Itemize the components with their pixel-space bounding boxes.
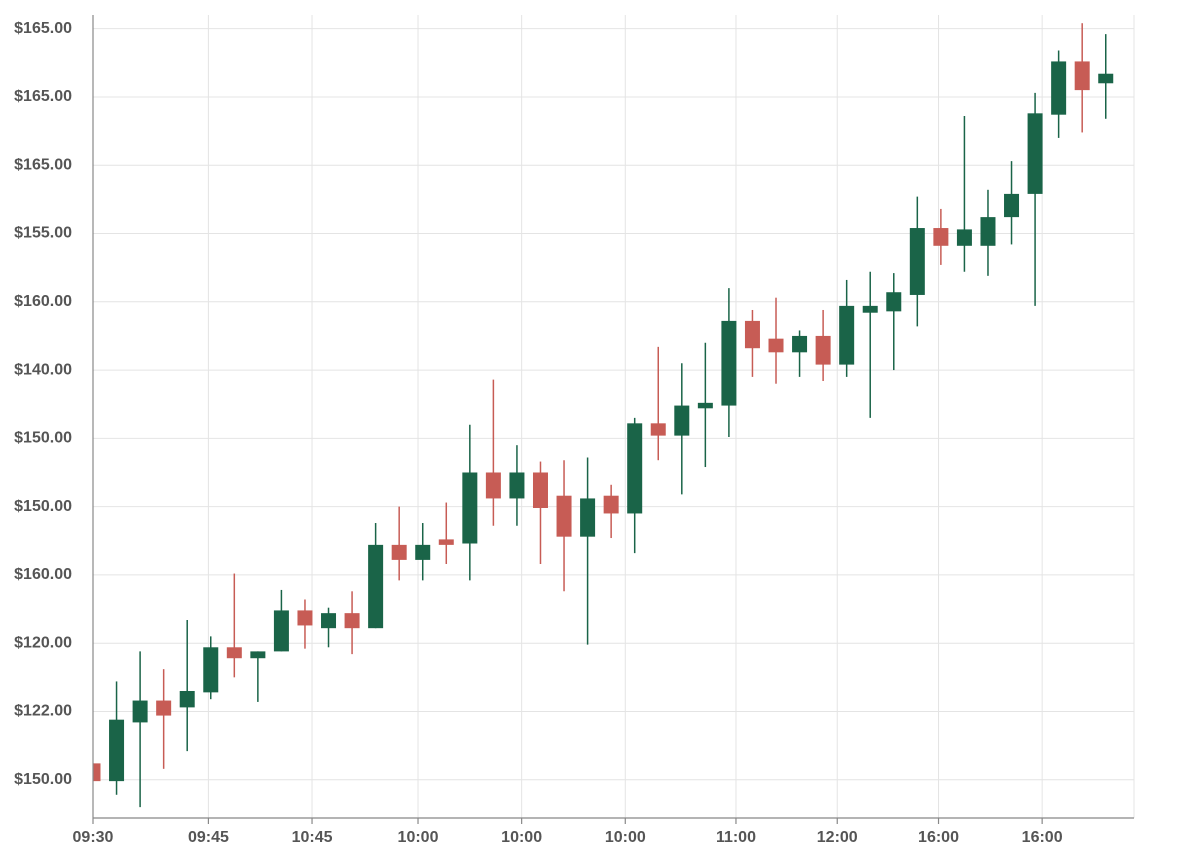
candle-body	[415, 544, 431, 560]
candle-body	[226, 647, 242, 659]
x-tick-label: 11:00	[716, 829, 756, 846]
x-tick-label: 10:00	[398, 829, 439, 846]
x-tick-label: 10:00	[605, 829, 646, 846]
candle-body	[485, 472, 501, 499]
candle-body	[862, 305, 878, 313]
candle-body	[132, 700, 148, 723]
candle-body	[462, 472, 478, 544]
candle-body	[721, 320, 737, 406]
candle-body	[391, 544, 407, 560]
candle-body	[815, 335, 831, 365]
candle-body	[650, 423, 666, 436]
y-tick-label: $150.00	[14, 771, 72, 788]
candle-body	[839, 305, 855, 365]
candle-body	[179, 690, 195, 708]
candle-body	[792, 335, 808, 353]
candle-body	[933, 228, 949, 246]
candle-body	[603, 495, 619, 514]
y-tick-label: $155.00	[14, 225, 72, 242]
candle-body	[768, 338, 784, 353]
x-tick-label: 16:00	[1022, 829, 1063, 846]
candle-body	[1004, 193, 1020, 218]
candle-body	[368, 544, 384, 629]
candle-body	[203, 647, 219, 693]
candle-body	[909, 228, 925, 295]
candle-body	[109, 719, 125, 782]
candle-body	[1051, 61, 1067, 115]
y-tick-label: $150.00	[14, 430, 72, 447]
candle-body	[697, 402, 713, 409]
x-tick-label: 12:00	[817, 829, 858, 846]
candle-body	[273, 610, 289, 652]
y-tick-label: $165.00	[14, 20, 72, 37]
candle-body	[556, 495, 572, 537]
y-tick-label: $140.00	[14, 361, 72, 378]
candle-body	[580, 498, 596, 537]
candle-body	[956, 229, 972, 246]
candle-body	[156, 700, 172, 716]
candle-body	[93, 763, 101, 782]
candle-body	[509, 472, 525, 499]
candle-body	[1027, 113, 1043, 194]
grid	[92, 15, 1135, 818]
candle-body	[344, 613, 360, 629]
candles	[93, 23, 1114, 808]
candle-body	[532, 472, 548, 508]
y-tick-label: $120.00	[14, 634, 72, 651]
x-tick-label: 09:30	[73, 829, 114, 846]
candle-body	[1074, 61, 1090, 91]
candle-body	[980, 217, 996, 246]
x-tick-label: 16:00	[918, 829, 959, 846]
y-tick-label: $122.00	[14, 703, 72, 720]
candle-body	[744, 320, 760, 349]
candle-body	[297, 610, 313, 626]
y-tick-label: $165.00	[14, 156, 72, 173]
x-tick-label: 09:45	[188, 829, 229, 846]
candle-body	[886, 292, 902, 312]
candle-body	[250, 651, 266, 659]
candle-body	[674, 405, 690, 436]
y-tick-label: $150.00	[14, 498, 72, 515]
axes: $150.00 $122.00 $120.00 $160.00 $150.00 $150.…	[14, 15, 1134, 846]
x-tick-label: 10:00	[501, 829, 542, 846]
candle-body	[321, 613, 337, 629]
candle-body	[1098, 73, 1114, 84]
y-tick-label: $160.00	[14, 566, 72, 583]
candle-body	[627, 423, 643, 514]
candle-body	[438, 539, 454, 545]
y-tick-label: $160.00	[14, 293, 72, 310]
y-tick-label: $165.00	[14, 88, 72, 105]
x-tick-label: 10:45	[292, 829, 333, 846]
